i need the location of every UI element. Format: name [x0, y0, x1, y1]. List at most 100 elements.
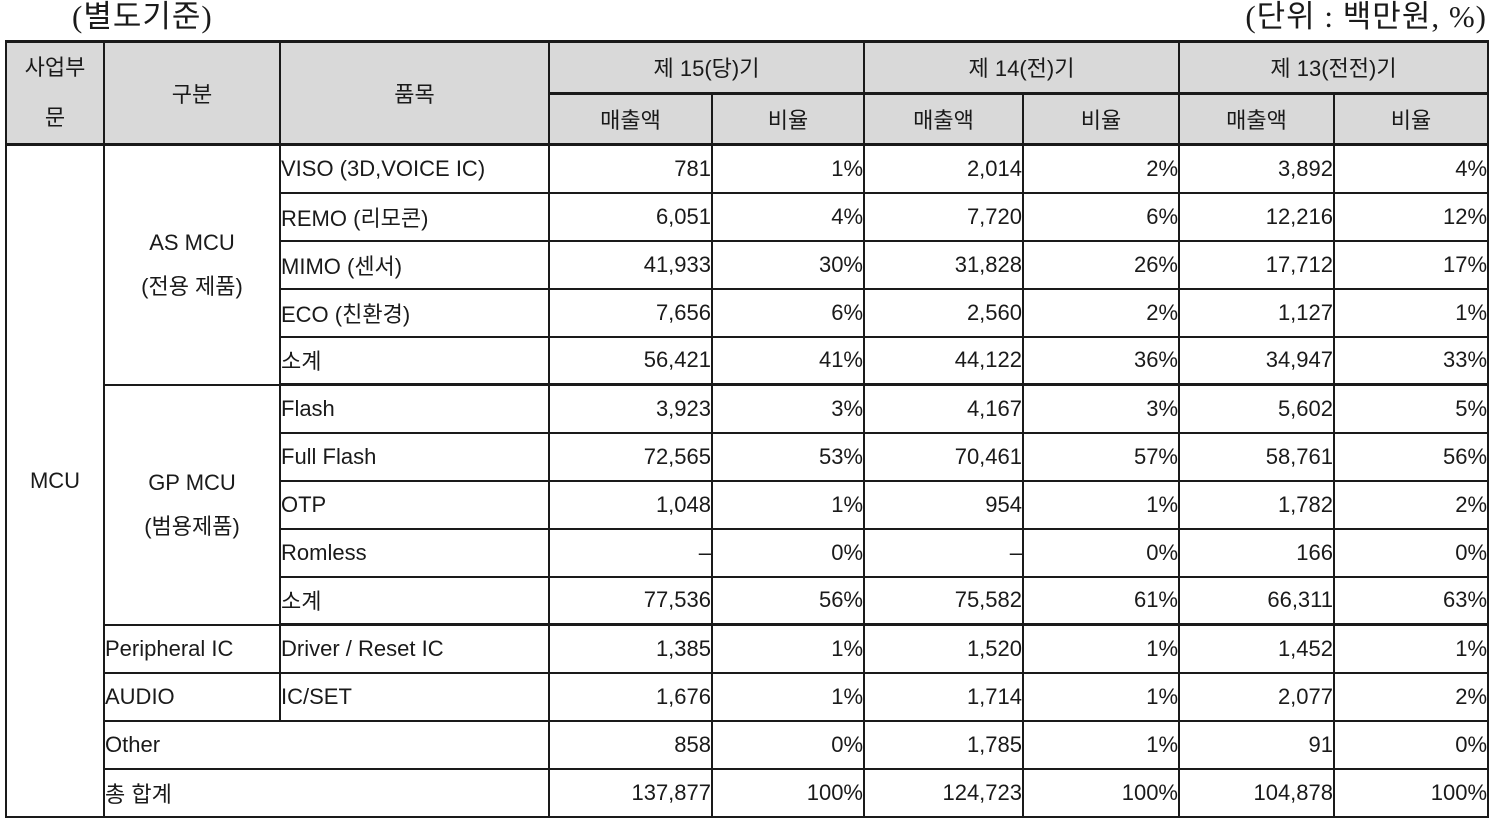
category-name: AS MCU — [149, 230, 235, 256]
col-header-ratio-15: 비율 — [711, 92, 865, 146]
revenue-13-cell: 17,712 — [1178, 239, 1335, 290]
revenue-13-cell: 91 — [1178, 719, 1335, 770]
revenue-14-cell: 1,785 — [863, 719, 1024, 770]
division-cell: MCU — [5, 143, 105, 818]
ratio-13-cell: 33% — [1332, 335, 1490, 386]
ratio-14-cell: 2% — [1022, 143, 1180, 194]
ratio-14-cell: 2% — [1022, 287, 1180, 338]
ratio-15-cell: 53% — [711, 431, 865, 482]
revenue-15-cell: 41,933 — [548, 239, 713, 290]
ratio-14-cell: 26% — [1022, 239, 1180, 290]
item-cell: Romless — [279, 527, 550, 578]
col-header-period-14: 제 14(전)기 — [863, 40, 1180, 95]
table-row: REMO (리모콘) 6,051 4% 7,720 6% 12,216 12% — [6, 191, 1490, 242]
revenue-15-cell: 77,536 — [548, 575, 713, 626]
ratio-15-cell: 100% — [711, 767, 865, 818]
table-row-other: Other 858 0% 1,785 1% 91 0% — [6, 719, 1490, 770]
ratio-14-cell: 61% — [1022, 575, 1180, 626]
col-header-division-line2: 문 — [44, 105, 66, 130]
item-cell: OTP — [279, 479, 550, 530]
revenue-13-cell: 34,947 — [1178, 335, 1335, 386]
ratio-15-cell: 0% — [711, 527, 865, 578]
table-row-subtotal: 소계 77,536 56% 75,582 61% 66,311 63% — [6, 575, 1490, 626]
item-cell: Full Flash — [279, 431, 550, 482]
subtotal-label-cell: 소계 — [279, 575, 550, 626]
revenue-14-cell: 124,723 — [863, 767, 1024, 818]
revenue-15-cell: 6,051 — [548, 191, 713, 242]
col-header-division: 사업부 문 — [5, 40, 105, 146]
revenue-14-cell: 1,520 — [863, 623, 1024, 674]
ratio-15-cell: 1% — [711, 623, 865, 674]
ratio-15-cell: 56% — [711, 575, 865, 626]
col-header-category: 구분 — [103, 40, 281, 146]
category-cell-gp-mcu: GP MCU (범용제품) — [103, 383, 281, 626]
col-header-ratio-14: 비율 — [1022, 92, 1180, 146]
ratio-15-cell: 6% — [711, 287, 865, 338]
table-row: MIMO (센서) 41,933 30% 31,828 26% 17,712 1… — [6, 239, 1490, 290]
table-row: MCU AS MCU (전용 제품) VISO (3D,VOICE IC) 78… — [5, 143, 1490, 818]
revenue-15-cell: 56,421 — [548, 335, 713, 386]
ratio-15-cell: 0% — [711, 719, 865, 770]
table-row: ECO (친환경) 7,656 6% 2,560 2% 1,127 1% — [6, 287, 1490, 338]
unit-note: (단위 : 백만원, %) — [1245, 0, 1487, 34]
ratio-14-cell: 3% — [1022, 383, 1180, 434]
revenue-14-cell: 2,014 — [863, 143, 1024, 194]
revenue-by-product-table: 사업부 문 구분 품목 제 15(당)기 제 14(전)기 제 13(전전)기 … — [5, 40, 1490, 818]
ratio-14-cell: 36% — [1022, 335, 1180, 386]
category-name: GP MCU — [148, 470, 236, 496]
table-row: GP MCU (범용제품) Flash 3,923 3% 4,167 3% 5,… — [6, 383, 1490, 626]
revenue-13-cell: 1,127 — [1178, 287, 1335, 338]
revenue-15-cell: 3,923 — [548, 383, 713, 434]
item-cell: IC/SET — [279, 671, 550, 722]
grand-total-label-cell: 총 합계 — [103, 767, 550, 818]
basis-note: (별도기준) — [72, 0, 213, 34]
ratio-13-cell: 100% — [1332, 767, 1490, 818]
revenue-13-cell: 12,216 — [1178, 191, 1335, 242]
revenue-14-cell: 70,461 — [863, 431, 1024, 482]
ratio-13-cell: 2% — [1332, 671, 1490, 722]
revenue-13-cell: 3,892 — [1178, 143, 1335, 194]
ratio-14-cell: 57% — [1022, 431, 1180, 482]
revenue-13-cell: 58,761 — [1178, 431, 1335, 482]
ratio-15-cell: 30% — [711, 239, 865, 290]
ratio-14-cell: 1% — [1022, 479, 1180, 530]
revenue-14-cell: 4,167 — [863, 383, 1024, 434]
revenue-13-cell: 166 — [1178, 527, 1335, 578]
other-label-cell: Other — [103, 719, 550, 770]
col-header-revenue-14: 매출액 — [863, 92, 1024, 146]
revenue-15-cell: 1,385 — [548, 623, 713, 674]
table-row-grand-total: 총 합계 137,877 100% 124,723 100% 104,878 1… — [6, 767, 1490, 818]
revenue-13-cell: 1,782 — [1178, 479, 1335, 530]
ratio-13-cell: 1% — [1332, 287, 1490, 338]
col-header-period-13: 제 13(전전)기 — [1177, 40, 1490, 95]
ratio-13-cell: 56% — [1332, 431, 1490, 482]
revenue-15-cell: 137,877 — [548, 767, 713, 818]
table-row: Romless – 0% – 0% 166 0% — [6, 527, 1490, 578]
ratio-13-cell: 5% — [1332, 383, 1490, 434]
category-subname: (전용 제품) — [141, 273, 243, 299]
ratio-13-cell: 17% — [1332, 239, 1490, 290]
col-header-revenue-13: 매출액 — [1178, 92, 1335, 146]
revenue-14-cell: 44,122 — [863, 335, 1024, 386]
revenue-14-cell: 2,560 — [863, 287, 1024, 338]
revenue-13-cell: 2,077 — [1178, 671, 1335, 722]
revenue-13-cell: 1,452 — [1178, 623, 1335, 674]
category-subname: (범용제품) — [144, 513, 240, 539]
col-header-revenue-15: 매출액 — [548, 92, 713, 146]
ratio-15-cell: 3% — [711, 383, 865, 434]
category-cell-peripheral-ic: Peripheral IC — [103, 623, 281, 674]
item-cell: MIMO (센서) — [279, 239, 550, 290]
ratio-14-cell: 1% — [1022, 623, 1180, 674]
table-row: OTP 1,048 1% 954 1% 1,782 2% — [6, 479, 1490, 530]
ratio-13-cell: 0% — [1332, 719, 1490, 770]
col-header-period-15: 제 15(당)기 — [548, 40, 865, 95]
revenue-15-cell: 781 — [548, 143, 713, 194]
col-header-division-line1: 사업부 — [24, 55, 86, 80]
table-row: AUDIO IC/SET 1,676 1% 1,714 1% 2,077 2% — [6, 671, 1490, 722]
revenue-13-cell: 5,602 — [1178, 383, 1335, 434]
ratio-14-cell: 100% — [1022, 767, 1180, 818]
ratio-15-cell: 1% — [711, 143, 865, 194]
header-row-measures: 매출액 비율 매출액 비율 매출액 비율 — [6, 92, 1490, 146]
ratio-14-cell: 1% — [1022, 671, 1180, 722]
